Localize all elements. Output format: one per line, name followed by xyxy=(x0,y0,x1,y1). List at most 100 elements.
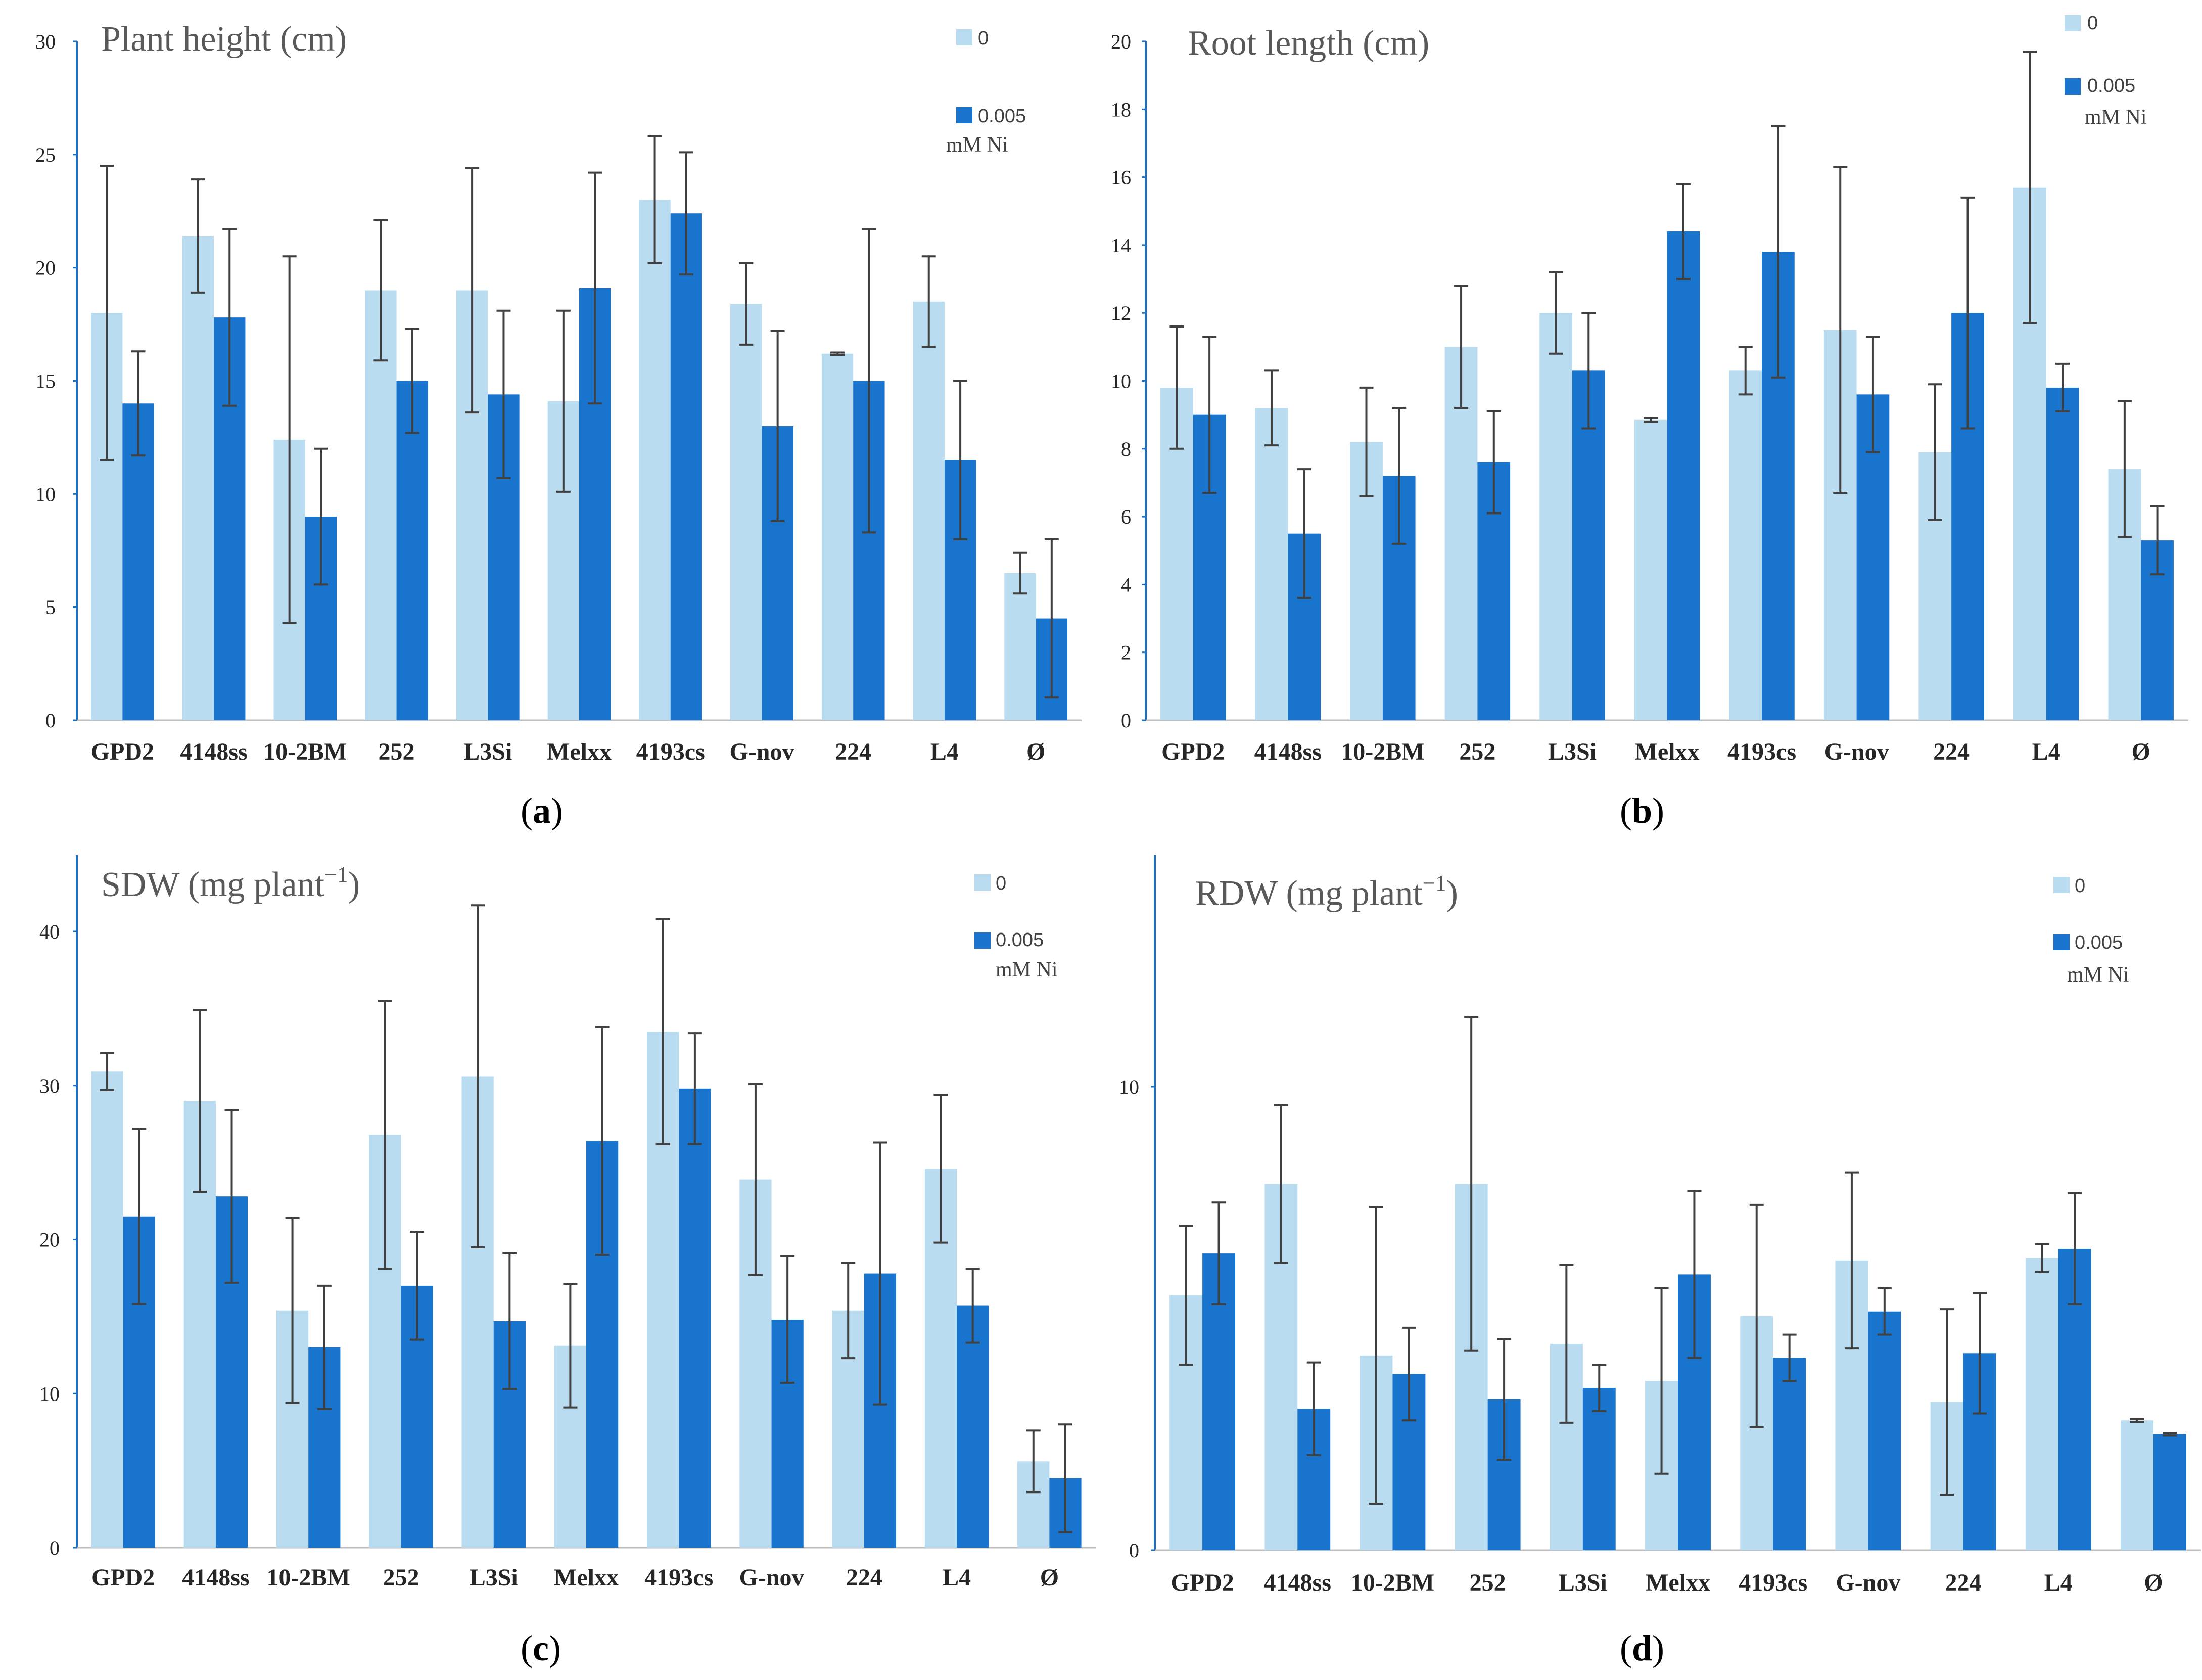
chart-title-c: SDW (mg plant−1) xyxy=(101,862,360,904)
y-tick-label: 2 xyxy=(1121,641,1131,664)
panel-letter-c: c xyxy=(533,1628,549,1668)
legend-swatch-1-a xyxy=(956,107,972,123)
category-label: GPD2 xyxy=(91,738,154,765)
bar-nickel-9 xyxy=(957,1305,989,1548)
category-label: 4193cs xyxy=(1727,738,1796,765)
bar-nickel-6 xyxy=(679,1088,711,1548)
y-tick-label: 6 xyxy=(1121,505,1131,528)
category-label: G-nov xyxy=(739,1564,804,1591)
panel-label-b: (b) xyxy=(1620,790,1664,831)
panel-label-d: (d) xyxy=(1620,1628,1664,1668)
category-label: 10-2BM xyxy=(1351,1569,1434,1596)
category-label: Ø xyxy=(2132,738,2150,765)
legend-b: 0 0.005 mM Ni xyxy=(2065,13,2147,129)
legend-swatch-1-c xyxy=(974,932,991,949)
y-tick-label: 25 xyxy=(35,144,56,166)
category-label: Melxx xyxy=(554,1564,619,1591)
legend-label-1-c: 0.005 xyxy=(996,929,1044,951)
category-label: 252 xyxy=(383,1564,419,1591)
bar-control-0 xyxy=(91,1071,123,1548)
category-label: 10-2BM xyxy=(263,738,347,765)
legend-swatch-1-b xyxy=(2065,78,2081,95)
legend-swatch-0-d xyxy=(2053,877,2070,893)
y-tick-label: 15 xyxy=(35,370,56,393)
bar-nickel-5 xyxy=(1667,231,1700,720)
panel-letter-b: b xyxy=(1632,790,1652,831)
category-label: L4 xyxy=(2032,738,2060,765)
bar-control-1 xyxy=(182,236,214,720)
bar-control-7 xyxy=(730,304,762,720)
bar-control-3 xyxy=(1444,347,1478,720)
legend-label-1-a: 0.005 xyxy=(978,106,1026,127)
legend-label-0-c: 0 xyxy=(996,873,1006,894)
panel-letter-d: d xyxy=(1632,1628,1652,1668)
category-label: Melxx xyxy=(547,738,612,765)
category-label: 4148ss xyxy=(182,1564,249,1591)
category-label: 4193cs xyxy=(1739,1569,1807,1596)
category-label: 10-2BM xyxy=(267,1564,350,1591)
category-label: 4193cs xyxy=(636,738,705,765)
bar-control-9 xyxy=(913,301,945,720)
category-label: 252 xyxy=(379,738,415,765)
category-label: 252 xyxy=(1470,1569,1506,1596)
legend-label-2-c: mM Ni xyxy=(996,958,1058,982)
bar-control-9 xyxy=(2025,1258,2058,1550)
category-label: Melxx xyxy=(1646,1569,1710,1596)
category-label: 224 xyxy=(1945,1569,1982,1596)
y-tick-label: 12 xyxy=(1111,302,1131,324)
category-label: L3Si xyxy=(463,738,512,765)
chart-title-a: Plant height (cm) xyxy=(101,20,347,59)
bar-control-6 xyxy=(1729,370,1762,720)
legend-label-0-b: 0 xyxy=(2087,13,2098,34)
chart-title-d-text: RDW (mg plant xyxy=(1195,874,1423,913)
chart-title-c-close: ) xyxy=(348,865,360,904)
category-label: L4 xyxy=(930,738,959,765)
bar-control-8 xyxy=(821,353,854,720)
chart-title-d: RDW (mg plant−1) xyxy=(1195,871,1458,913)
category-label: 224 xyxy=(1933,738,1970,765)
y-tick-label: 10 xyxy=(39,1382,60,1405)
chart-panel-a: Plant height (cm) 0 0.005 mM Ni (a) 0 5 10… xyxy=(35,20,1082,831)
y-tick-label: 20 xyxy=(39,1229,60,1251)
bar-control-1 xyxy=(1255,408,1288,720)
chart-title-d-sup: −1 xyxy=(1423,871,1446,896)
category-label: Melxx xyxy=(1635,738,1700,765)
legend-swatch-0-c xyxy=(974,874,991,891)
panel-label-a: (a) xyxy=(521,790,563,831)
legend-label-1-d: 0.005 xyxy=(2075,932,2123,953)
category-label: 10-2BM xyxy=(1341,738,1424,765)
bar-nickel-9 xyxy=(2046,387,2079,720)
category-label: L3Si xyxy=(470,1564,518,1591)
category-label: 4148ss xyxy=(180,738,247,765)
chart-panel-d: RDW (mg plant−1) 0 0.005 mM Ni (d) 0 10 GP… xyxy=(1119,855,2201,1668)
bar-control-3 xyxy=(365,290,397,720)
legend-label-0-a: 0 xyxy=(978,28,989,49)
chart-title-c-sup: −1 xyxy=(324,862,348,887)
y-tick-label: 8 xyxy=(1121,438,1131,460)
y-tick-label: 40 xyxy=(39,920,60,943)
category-label: L3Si xyxy=(1559,1569,1607,1596)
bar-control-5 xyxy=(1634,419,1667,720)
y-tick-label: 4 xyxy=(1121,573,1131,596)
category-label: G-nov xyxy=(1824,738,1889,765)
category-label: Ø xyxy=(1026,738,1045,765)
category-label: Ø xyxy=(2144,1569,2163,1596)
bar-control-10 xyxy=(1004,573,1036,720)
bar-nickel-6 xyxy=(670,213,702,720)
bar-control-6 xyxy=(639,200,671,720)
y-tick-label: 0 xyxy=(1129,1539,1139,1562)
category-label: L4 xyxy=(2044,1569,2073,1596)
legend-label-0-d: 0 xyxy=(2075,875,2085,897)
category-label: 224 xyxy=(835,738,871,765)
chart-title-d-close: ) xyxy=(1446,874,1458,913)
category-label: G-nov xyxy=(729,738,794,765)
y-tick-label: 10 xyxy=(35,483,56,505)
y-tick-label: 0 xyxy=(1121,709,1131,732)
bar-control-4 xyxy=(1539,313,1572,720)
legend-a: 0 0.005 mM Ni xyxy=(946,28,1026,157)
panel-label-c: (c) xyxy=(521,1628,561,1668)
category-label: G-nov xyxy=(1836,1569,1900,1596)
legend-swatch-0-a xyxy=(956,29,972,45)
legend-c: 0 0.005 mM Ni xyxy=(974,873,1058,982)
